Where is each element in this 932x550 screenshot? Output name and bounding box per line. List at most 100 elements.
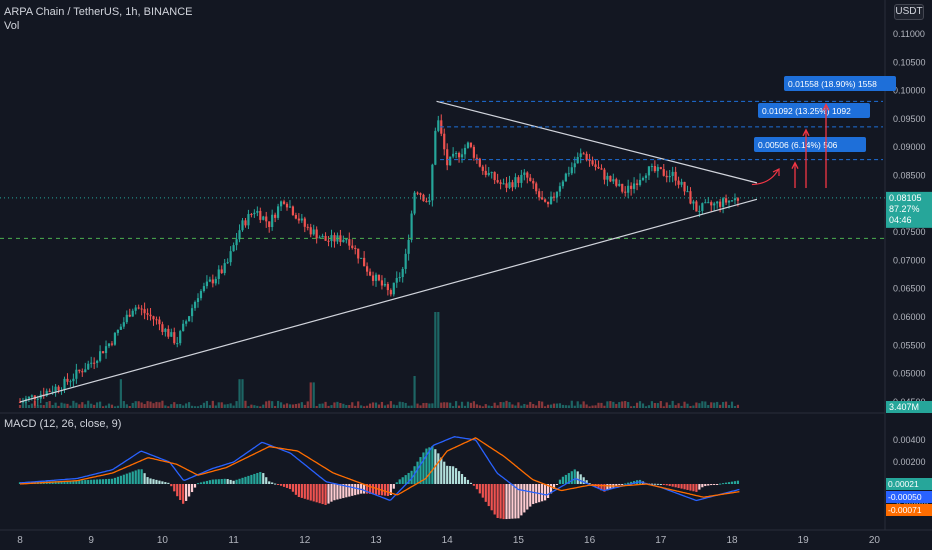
candle-body: [321, 235, 324, 238]
volume-bar: [621, 401, 624, 408]
histogram-bar: [570, 471, 573, 484]
volume-bar: [493, 402, 496, 408]
volume-bar: [173, 402, 176, 408]
histogram-bar: [710, 484, 713, 486]
histogram-bar: [309, 484, 312, 501]
volume-bar: [481, 406, 484, 408]
volume-bar: [345, 405, 348, 408]
volume-bar: [422, 403, 425, 408]
histogram-bar: [146, 477, 149, 484]
volume-bar: [366, 405, 369, 408]
volume-bar: [291, 404, 295, 408]
candle-body: [719, 201, 722, 207]
volume-bar: [416, 403, 419, 408]
histogram-bar: [383, 484, 386, 496]
volume-bar: [591, 405, 594, 408]
candle-body: [110, 343, 114, 345]
candle-body: [93, 362, 96, 364]
histogram-bar: [499, 484, 502, 519]
candle-body: [627, 185, 630, 193]
histogram-bar: [478, 484, 481, 494]
volume-bar: [692, 405, 695, 408]
candle-body: [413, 192, 416, 214]
histogram-bar: [110, 478, 114, 484]
histogram-bar: [564, 474, 567, 484]
candle-body: [716, 201, 719, 204]
volume-bar: [217, 402, 220, 408]
candle-body: [526, 172, 529, 178]
macd-label[interactable]: MACD (12, 26, close, 9): [4, 418, 122, 430]
volume-bar: [339, 403, 342, 408]
currency-button[interactable]: USDT: [894, 4, 924, 20]
candle-body: [597, 166, 600, 169]
histogram-bar: [689, 484, 692, 491]
histogram-bar: [366, 484, 369, 494]
volume-bar: [253, 405, 256, 408]
volume-bar: [196, 406, 200, 408]
volume-bar: [182, 405, 185, 408]
histogram-bar: [285, 484, 289, 488]
volume-bar: [360, 405, 363, 408]
candle-body: [466, 142, 470, 148]
histogram-bar: [226, 479, 229, 484]
histogram-bar: [274, 483, 277, 485]
candle-body: [140, 308, 143, 310]
volume-bar: [446, 402, 449, 408]
histogram-bar: [205, 480, 208, 484]
candle-body: [176, 343, 179, 345]
volume-bar: [650, 401, 653, 408]
volume-bar: [680, 405, 683, 408]
candle-body: [395, 278, 398, 283]
candle-body: [158, 319, 161, 325]
candle-body: [45, 390, 48, 396]
histogram-bar: [416, 461, 419, 484]
volume-bar: [597, 402, 600, 408]
candle-body: [538, 191, 541, 198]
target-label-box: [754, 137, 866, 152]
macd-histogram-badge: [886, 478, 932, 490]
volume-bar: [315, 406, 318, 408]
volume-bar: [514, 405, 517, 408]
histogram-bar: [81, 480, 84, 484]
candle-body: [113, 332, 117, 345]
histogram-bar: [517, 484, 520, 519]
histogram-bar: [211, 479, 214, 484]
volume-bar: [265, 401, 268, 408]
candle-body: [641, 177, 645, 180]
histogram-bar: [532, 484, 535, 505]
volume-bar: [285, 403, 289, 408]
symbol-title[interactable]: ARPA Chain / TetherUS, 1h, BINANCE: [4, 6, 193, 18]
histogram-bar: [87, 479, 90, 484]
candle-body: [579, 153, 582, 158]
volume-bar: [39, 404, 42, 408]
volume-bar: [395, 405, 398, 408]
histogram-bar: [78, 480, 81, 484]
candle-body: [161, 324, 164, 332]
histogram-bar: [469, 482, 473, 484]
histogram-bar: [113, 477, 117, 484]
histogram-bar: [345, 484, 348, 498]
histogram-bar: [336, 484, 339, 500]
candle-body: [603, 169, 606, 180]
volume-bar: [279, 402, 283, 408]
candle-body: [591, 160, 594, 165]
candle-body: [484, 170, 487, 175]
candle-body: [282, 201, 286, 204]
candle-body: [680, 181, 683, 185]
volume-bar: [665, 402, 668, 408]
candle-body: [217, 269, 220, 279]
candle-body: [96, 360, 99, 363]
histogram-bar: [193, 484, 197, 488]
histogram-bar: [431, 446, 434, 484]
target-label: 0.00506 (6.14%) 506: [758, 140, 838, 150]
volume-bar: [188, 402, 191, 408]
histogram-bar: [496, 484, 499, 518]
histogram-bar: [363, 484, 366, 494]
histogram-bar: [250, 474, 253, 484]
histogram-bar: [549, 484, 553, 494]
candle-body: [437, 120, 440, 131]
volume-bar: [683, 401, 686, 408]
histogram-bar: [339, 484, 342, 499]
candle-body: [624, 191, 627, 193]
